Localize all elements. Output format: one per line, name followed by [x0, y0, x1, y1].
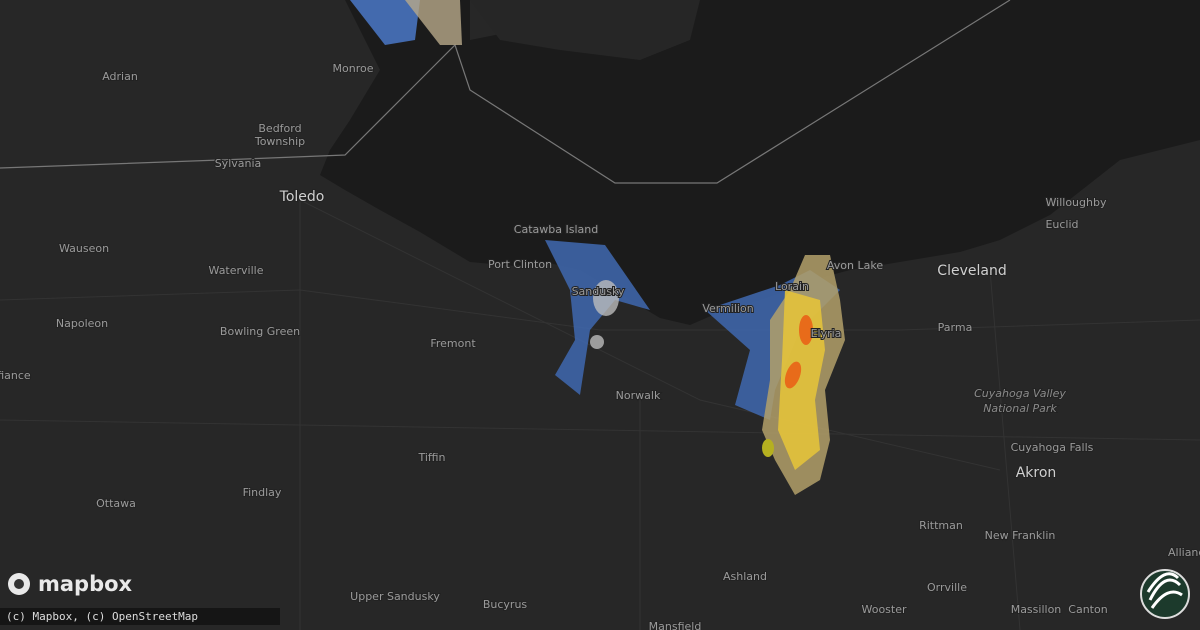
place-label: Orrville — [927, 581, 967, 594]
attribution-bg — [0, 608, 280, 625]
place-label: Cuyahoga Valley — [974, 387, 1066, 400]
place-label: Bucyrus — [483, 598, 528, 611]
place-label: Napoleon — [56, 317, 108, 330]
place-label: Sandusky — [572, 285, 625, 298]
place-label: Rittman — [919, 519, 963, 532]
place-label: Toledo — [279, 189, 325, 205]
place-labels: Adrian Monroe Bedford Township Sylvania … — [0, 61, 1200, 630]
lake-erie — [320, 0, 1200, 325]
place-label: Defiance — [0, 369, 31, 382]
mapbox-logo: mapbox — [8, 572, 133, 596]
place-label: Findlay — [243, 486, 282, 499]
ontario-shore — [470, 0, 700, 60]
place-label: Parma — [938, 321, 973, 334]
place-label: Upper Sandusky — [350, 590, 440, 603]
place-label: Fremont — [430, 337, 476, 350]
place-label: Mansfield — [649, 620, 702, 630]
place-label: Monroe — [333, 62, 374, 75]
brand-badge — [1140, 569, 1190, 619]
place-label: Port Clinton — [488, 258, 552, 271]
place-label: Township — [254, 135, 305, 148]
place-label: National Park — [983, 402, 1057, 415]
place-label: Wooster — [861, 603, 907, 616]
place-label: Avon Lake — [827, 259, 883, 272]
place-label: Massillon — [1011, 603, 1062, 616]
place-label: Ashland — [723, 570, 767, 583]
place-label: Akron — [1016, 465, 1057, 481]
place-label: Waterville — [209, 264, 264, 277]
place-label: Sylvania — [215, 157, 262, 170]
place-label: Willoughby — [1046, 196, 1107, 209]
place-label: Adrian — [102, 70, 138, 83]
place-label: Alliance — [1168, 546, 1200, 559]
place-label: Norwalk — [616, 389, 661, 402]
place-label: Wauseon — [59, 242, 109, 255]
logo-text: mapbox — [38, 572, 133, 596]
place-label: Vermilion — [702, 302, 753, 315]
storm-swaths — [350, 0, 845, 495]
place-label: Lorain — [775, 280, 809, 293]
roads — [0, 199, 1200, 630]
place-label: Cuyahoga Falls — [1011, 441, 1094, 454]
place-label: Ottawa — [96, 497, 136, 510]
place-label: Catawba Island — [514, 223, 598, 236]
attribution[interactable]: (c) Mapbox, (c) OpenStreetMap — [6, 610, 198, 623]
place-label: New Franklin — [985, 529, 1056, 542]
place-label: Cleveland — [937, 263, 1006, 279]
place-label: Euclid — [1045, 218, 1078, 231]
place-label: Bowling Green — [220, 325, 300, 338]
place-label: Bedford — [258, 122, 301, 135]
place-label: Canton — [1068, 603, 1107, 616]
place-label: Elyria — [811, 327, 842, 340]
place-label: Tiffin — [417, 451, 445, 464]
